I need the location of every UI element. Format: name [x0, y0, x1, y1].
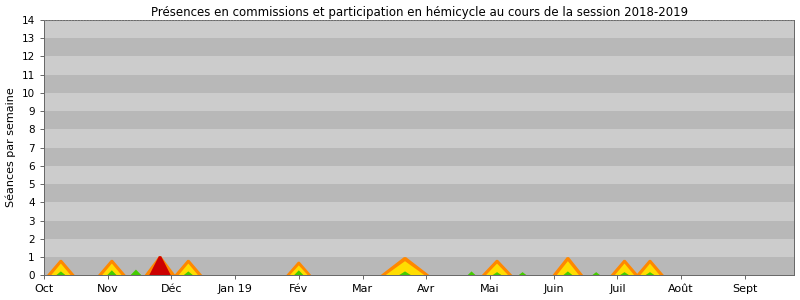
Polygon shape — [56, 272, 66, 275]
Polygon shape — [482, 260, 513, 275]
Polygon shape — [592, 272, 601, 275]
Bar — [44, 184, 794, 202]
Bar — [44, 239, 794, 257]
Polygon shape — [107, 270, 117, 275]
Polygon shape — [286, 262, 311, 275]
Bar — [44, 56, 794, 74]
Polygon shape — [149, 256, 171, 275]
Polygon shape — [486, 263, 508, 275]
Bar — [44, 93, 794, 111]
Polygon shape — [398, 272, 411, 275]
Bar — [44, 148, 794, 166]
Polygon shape — [385, 261, 425, 275]
Bar — [44, 111, 794, 129]
Polygon shape — [645, 272, 655, 275]
Polygon shape — [46, 260, 75, 275]
Polygon shape — [174, 260, 202, 275]
Title: Présences en commissions et participation en hémicycle au cours de la session 20: Présences en commissions et participatio… — [150, 6, 688, 19]
Polygon shape — [619, 272, 630, 275]
Bar — [44, 257, 794, 275]
Polygon shape — [563, 272, 573, 275]
Polygon shape — [557, 261, 579, 275]
Bar — [44, 20, 794, 38]
Polygon shape — [640, 263, 660, 275]
Bar — [44, 74, 794, 93]
Bar — [44, 166, 794, 184]
Polygon shape — [518, 272, 526, 275]
Bar — [44, 220, 794, 239]
Bar — [44, 38, 794, 56]
Y-axis label: Séances par semaine: Séances par semaine — [6, 88, 16, 207]
Polygon shape — [290, 266, 308, 275]
Polygon shape — [145, 256, 175, 275]
Polygon shape — [102, 263, 122, 275]
Bar — [44, 202, 794, 220]
Polygon shape — [51, 263, 70, 275]
Polygon shape — [610, 260, 638, 275]
Bar — [44, 129, 794, 148]
Polygon shape — [380, 257, 430, 275]
Polygon shape — [294, 270, 304, 275]
Polygon shape — [467, 272, 476, 275]
Polygon shape — [614, 263, 634, 275]
Polygon shape — [492, 272, 502, 275]
Polygon shape — [178, 263, 198, 275]
Polygon shape — [636, 260, 664, 275]
Polygon shape — [552, 257, 583, 275]
Polygon shape — [130, 270, 142, 275]
Polygon shape — [98, 260, 126, 275]
Polygon shape — [183, 272, 194, 275]
